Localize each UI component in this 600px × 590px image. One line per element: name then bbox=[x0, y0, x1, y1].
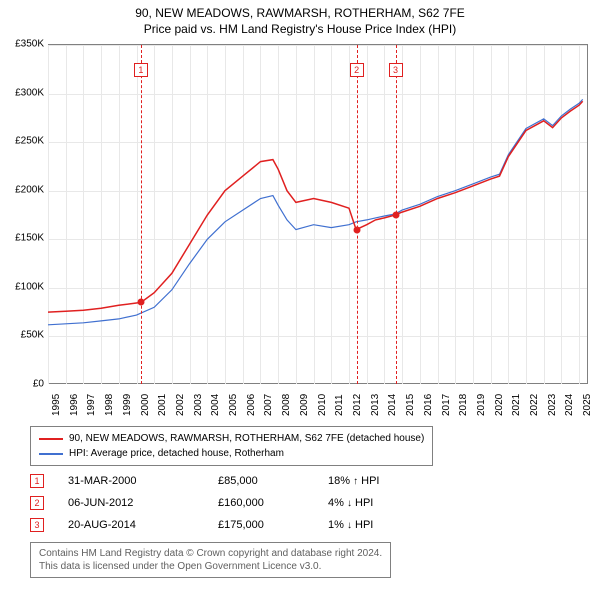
x-tick-label: 2010 bbox=[317, 394, 328, 416]
x-tick-label: 2004 bbox=[210, 394, 221, 416]
event-hpi: 1% ↓ HPI bbox=[328, 519, 373, 531]
x-tick-label: 2003 bbox=[193, 394, 204, 416]
event-box-3: 3 bbox=[389, 63, 403, 77]
event-date: 06-JUN-2012 bbox=[68, 497, 218, 509]
event-box-2: 2 bbox=[350, 63, 364, 77]
x-tick-label: 1998 bbox=[104, 394, 115, 416]
event-date: 31-MAR-2000 bbox=[68, 475, 218, 487]
y-axis: £0£50K£100K£150K£200K£250K£300K£350K bbox=[0, 44, 46, 384]
x-tick-label: 2015 bbox=[405, 394, 416, 416]
x-tick-label: 1997 bbox=[86, 394, 97, 416]
x-tick-label: 2018 bbox=[458, 394, 469, 416]
title-line-2: Price paid vs. HM Land Registry's House … bbox=[0, 22, 600, 38]
x-tick-label: 1999 bbox=[122, 394, 133, 416]
event-row: 2 06-JUN-2012£160,0004% ↓ HPI bbox=[30, 492, 379, 514]
event-line bbox=[357, 45, 358, 384]
x-tick-label: 2014 bbox=[387, 394, 398, 416]
legend-label: 90, NEW MEADOWS, RAWMARSH, ROTHERHAM, S6… bbox=[69, 431, 424, 446]
y-tick-label: £0 bbox=[33, 379, 44, 390]
x-tick-label: 2024 bbox=[564, 394, 575, 416]
x-tick-label: 2017 bbox=[441, 394, 452, 416]
y-tick-label: £300K bbox=[15, 87, 44, 98]
event-marker bbox=[392, 212, 399, 219]
attribution-line-2: This data is licensed under the Open Gov… bbox=[39, 560, 382, 573]
series-svg bbox=[48, 45, 588, 385]
event-marker bbox=[353, 226, 360, 233]
x-tick-label: 2005 bbox=[228, 394, 239, 416]
x-tick-label: 2000 bbox=[140, 394, 151, 416]
event-hpi: 4% ↓ HPI bbox=[328, 497, 373, 509]
chart-title-block: 90, NEW MEADOWS, RAWMARSH, ROTHERHAM, S6… bbox=[0, 0, 600, 37]
event-price: £85,000 bbox=[218, 475, 328, 487]
attribution-line-1: Contains HM Land Registry data © Crown c… bbox=[39, 547, 382, 560]
legend-swatch bbox=[39, 438, 63, 440]
event-price: £175,000 bbox=[218, 519, 328, 531]
attribution: Contains HM Land Registry data © Crown c… bbox=[30, 542, 391, 578]
legend-label: HPI: Average price, detached house, Roth… bbox=[69, 446, 284, 461]
x-tick-label: 2012 bbox=[352, 394, 363, 416]
event-row: 1 31-MAR-2000£85,00018% ↑ HPI bbox=[30, 470, 379, 492]
series-price_paid bbox=[48, 101, 583, 312]
x-tick-label: 2011 bbox=[334, 394, 345, 416]
x-tick-label: 1995 bbox=[51, 394, 62, 416]
x-tick-label: 2021 bbox=[511, 394, 522, 416]
legend-item: HPI: Average price, detached house, Roth… bbox=[39, 446, 424, 461]
y-tick-label: £50K bbox=[21, 330, 44, 341]
x-tick-label: 2006 bbox=[246, 394, 257, 416]
legend-item: 90, NEW MEADOWS, RAWMARSH, ROTHERHAM, S6… bbox=[39, 431, 424, 446]
x-tick-label: 2002 bbox=[175, 394, 186, 416]
series-hpi bbox=[48, 99, 583, 324]
x-tick-label: 2016 bbox=[423, 394, 434, 416]
event-date: 20-AUG-2014 bbox=[68, 519, 218, 531]
event-marker bbox=[137, 299, 144, 306]
x-tick-label: 2008 bbox=[281, 394, 292, 416]
x-tick-label: 1996 bbox=[69, 394, 80, 416]
x-tick-label: 2025 bbox=[582, 394, 593, 416]
event-id-box: 1 bbox=[30, 474, 44, 488]
event-hpi: 18% ↑ HPI bbox=[328, 475, 379, 487]
x-tick-label: 2019 bbox=[476, 394, 487, 416]
x-tick-label: 2001 bbox=[157, 394, 168, 416]
title-line-1: 90, NEW MEADOWS, RAWMARSH, ROTHERHAM, S6… bbox=[0, 6, 600, 22]
event-line bbox=[141, 45, 142, 384]
x-tick-label: 2023 bbox=[547, 394, 558, 416]
x-tick-label: 2009 bbox=[299, 394, 310, 416]
event-id-box: 2 bbox=[30, 496, 44, 510]
x-tick-label: 2013 bbox=[370, 394, 381, 416]
y-tick-label: £200K bbox=[15, 184, 44, 195]
legend: 90, NEW MEADOWS, RAWMARSH, ROTHERHAM, S6… bbox=[30, 426, 433, 466]
event-row: 3 20-AUG-2014£175,0001% ↓ HPI bbox=[30, 514, 379, 536]
legend-swatch bbox=[39, 453, 63, 455]
chart-plot-area: 1 2 3 bbox=[48, 44, 588, 384]
x-tick-label: 2020 bbox=[494, 394, 505, 416]
event-box-1: 1 bbox=[134, 63, 148, 77]
event-id-box: 3 bbox=[30, 518, 44, 532]
x-tick-label: 2022 bbox=[529, 394, 540, 416]
y-tick-label: £150K bbox=[15, 233, 44, 244]
x-axis: 1995 1996 1997 1998 1999 2000 2001 2002 2003 2004… bbox=[48, 386, 588, 422]
events-table: 1 31-MAR-2000£85,00018% ↑ HPI 2 06-JUN-2012… bbox=[30, 470, 379, 536]
x-tick-label: 2007 bbox=[263, 394, 274, 416]
y-tick-label: £350K bbox=[15, 39, 44, 50]
event-price: £160,000 bbox=[218, 497, 328, 509]
y-tick-label: £250K bbox=[15, 136, 44, 147]
y-tick-label: £100K bbox=[15, 281, 44, 292]
